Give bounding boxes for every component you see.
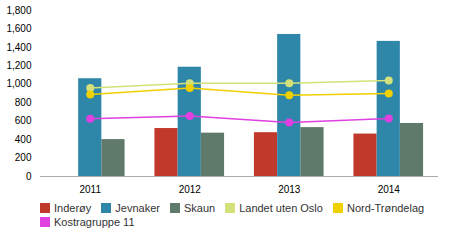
svg-text:400: 400: [15, 134, 32, 145]
html-text:Skaun: Skaun: [183, 202, 216, 214]
svg-text:1,400: 1,400: [6, 42, 31, 53]
svg-text:200: 200: [15, 152, 32, 163]
svg-text:1,000: 1,000: [6, 78, 31, 89]
svg-text:2013: 2013: [278, 184, 301, 195]
html-text:Landet uten Oslo: Landet uten Oslo: [239, 202, 323, 214]
svg-text:800: 800: [15, 97, 32, 108]
svg-text:1,600: 1,600: [6, 23, 31, 34]
html-text:Inderøy: Inderøy: [54, 202, 92, 214]
html-text:Jevnaker: Jevnaker: [115, 202, 160, 214]
html-text:Nord-Trøndelag: Nord-Trøndelag: [346, 202, 425, 214]
svg-text:0: 0: [26, 171, 32, 182]
svg-text:2011: 2011: [79, 184, 101, 195]
svg-text:1,200: 1,200: [6, 60, 31, 71]
html-text:Kostragruppe 11: Kostragruppe 11: [54, 216, 135, 228]
svg-text:1,800: 1,800: [6, 5, 31, 16]
svg-text:600: 600: [15, 115, 32, 126]
svg-text:2012: 2012: [179, 184, 202, 195]
svg-text:2014: 2014: [378, 184, 401, 195]
